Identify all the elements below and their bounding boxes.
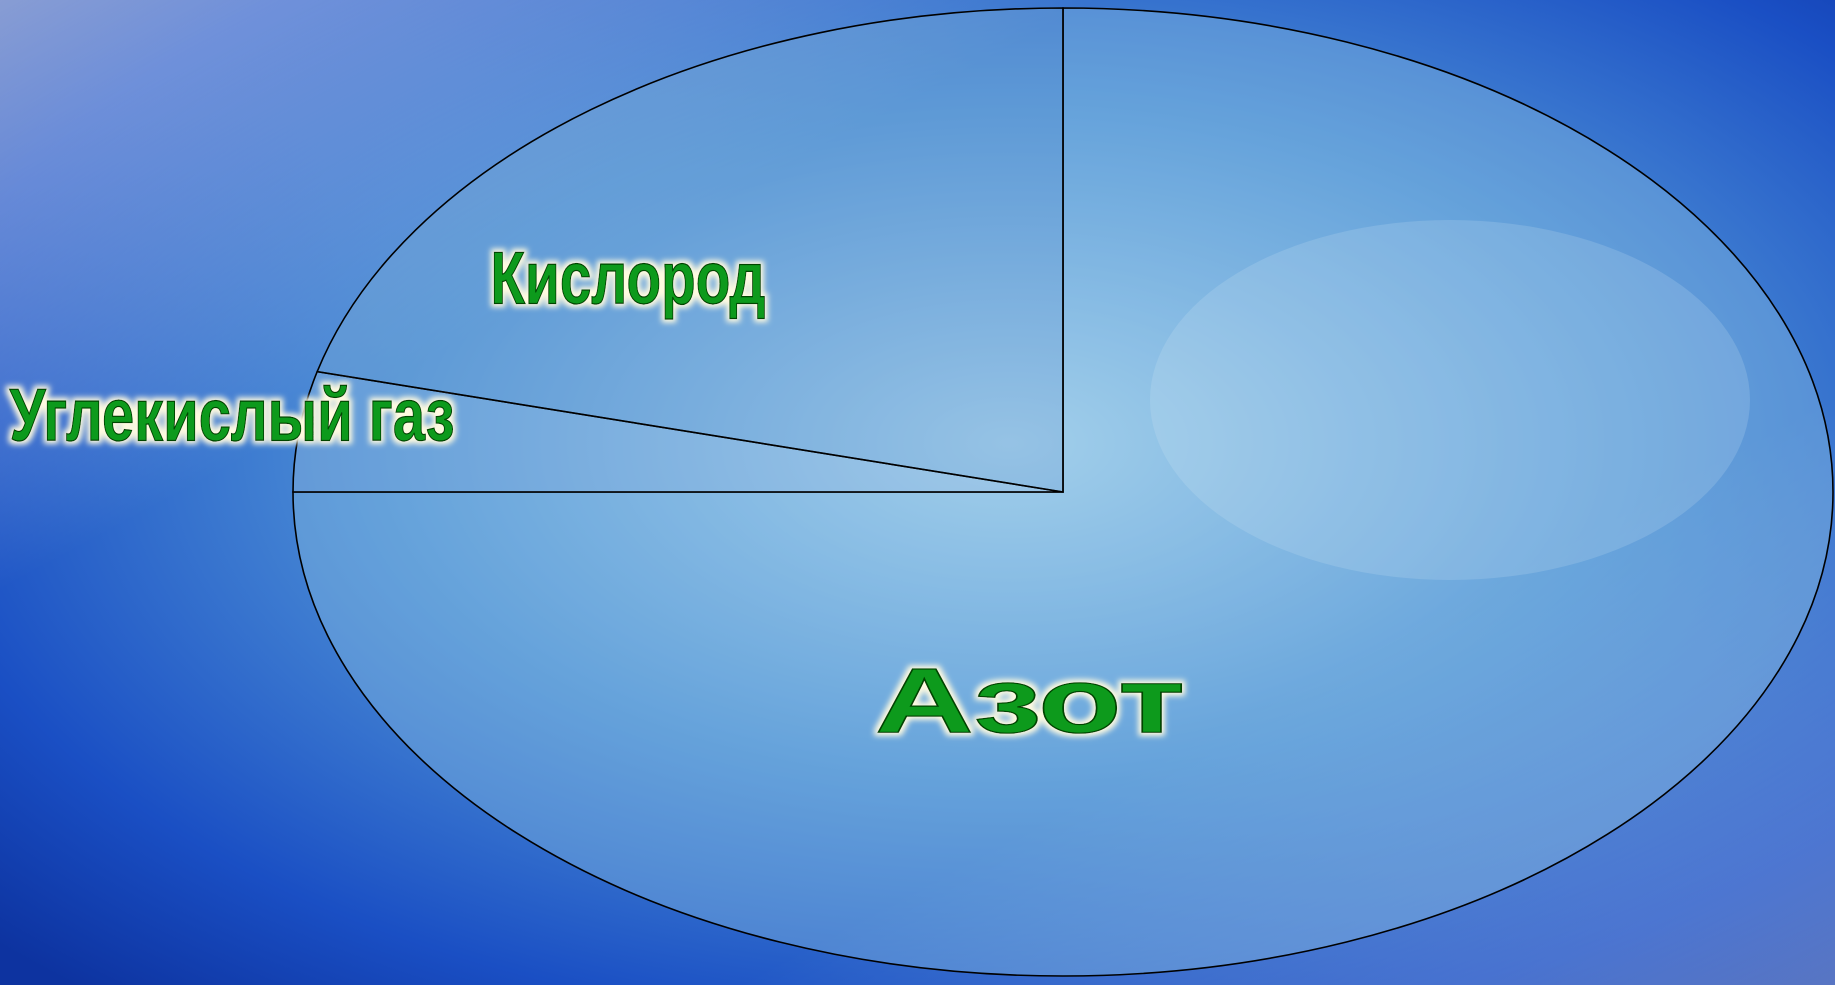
- pie: [292, 7, 1834, 977]
- pie-slice: [292, 370, 1064, 493]
- slice-label: Кислород: [491, 237, 766, 320]
- pie-slice: [316, 7, 1064, 493]
- cloud-highlight: [1150, 220, 1750, 580]
- pie-slice: [292, 7, 1834, 977]
- slice-label: Азот: [875, 650, 1185, 752]
- slice-label: Углекислый газ: [10, 374, 455, 457]
- pie-labels: Азот Углекислый газ Кислород: [9, 236, 1186, 753]
